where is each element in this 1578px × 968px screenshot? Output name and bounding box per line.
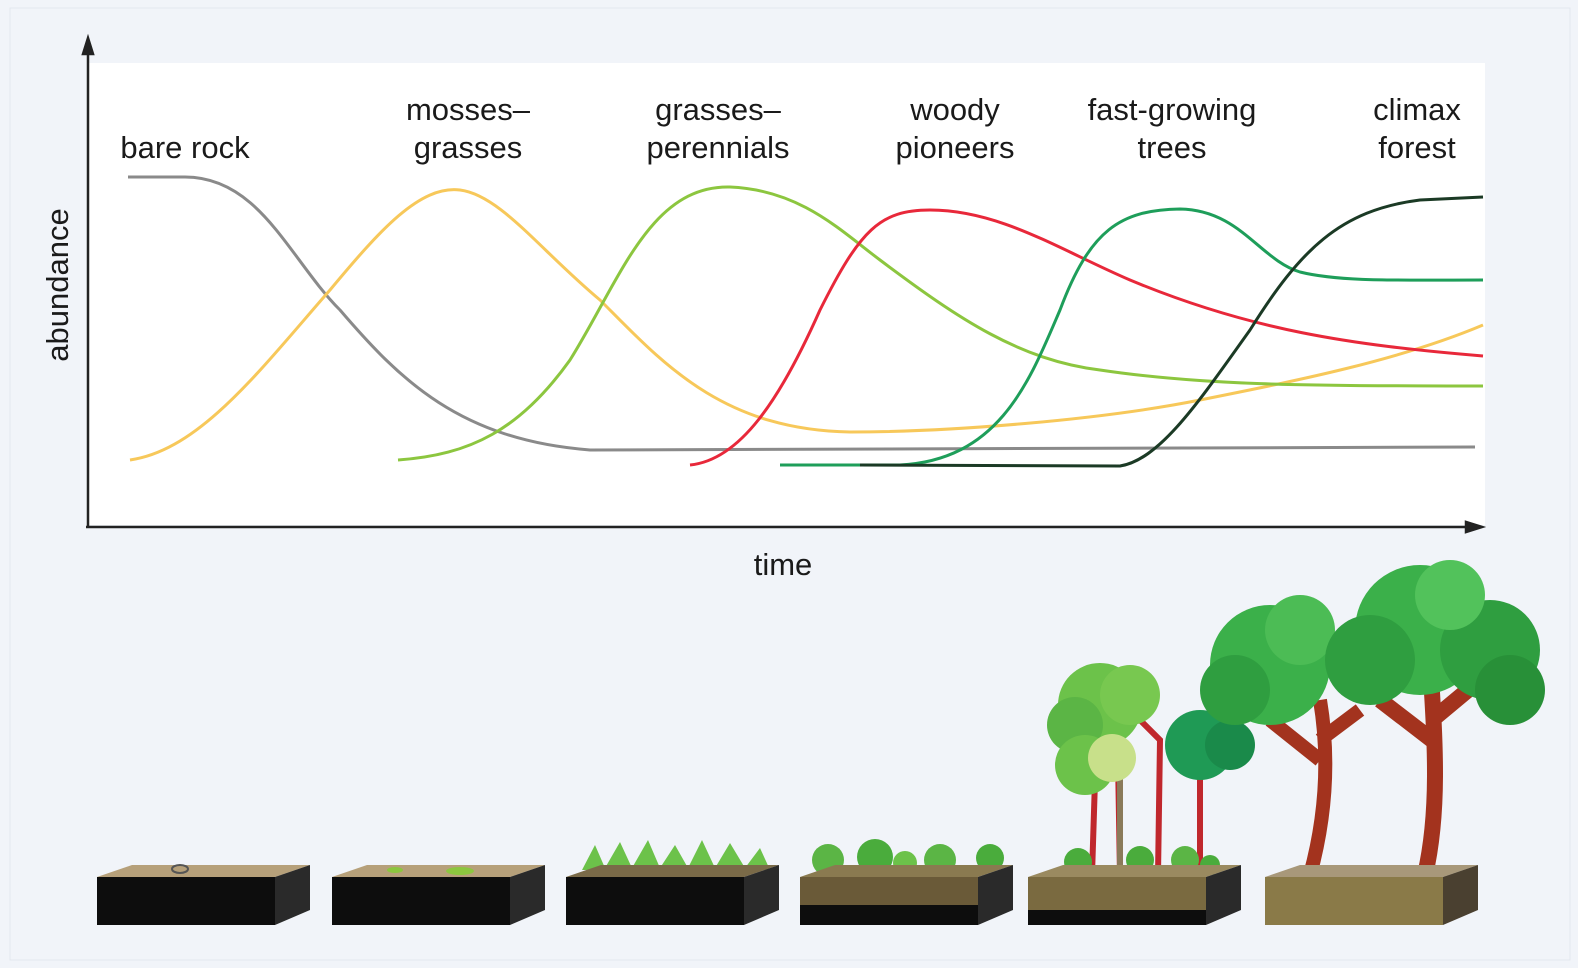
stage-label: woody (909, 92, 1000, 127)
stage-label: grasses– (655, 92, 782, 127)
stage-label: fast-growing (1088, 92, 1257, 127)
x-axis-label: time (754, 547, 813, 582)
stage-label: perennials (646, 130, 789, 165)
succession-diagram: abundance time bare rock mosses– grasses… (0, 0, 1578, 968)
stage-label: pioneers (896, 130, 1015, 165)
block-2 (332, 865, 545, 925)
stage-label: climax (1373, 92, 1461, 127)
block-4 (800, 839, 1013, 925)
stage-label: bare rock (120, 130, 250, 165)
block-1 (97, 865, 310, 925)
stage-label: trees (1138, 130, 1207, 165)
stage-label: forest (1378, 130, 1456, 165)
block-6 (1265, 865, 1478, 925)
y-axis-label: abundance (40, 208, 75, 361)
stage-label: grasses (414, 130, 523, 165)
stage-label: mosses– (406, 92, 531, 127)
